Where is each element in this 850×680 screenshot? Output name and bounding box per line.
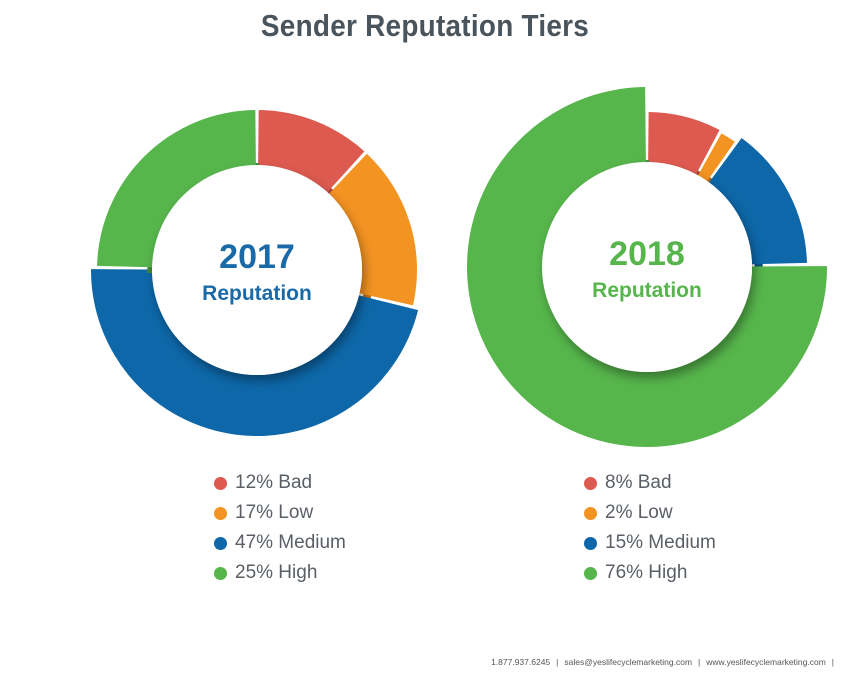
legend-dot-low — [584, 506, 597, 520]
center-year: 2018 — [609, 235, 685, 273]
donut-chart-2017: 2017 Reputation — [90, 110, 419, 436]
legend-label: 15% Medium — [605, 532, 716, 553]
slice-low — [698, 133, 735, 182]
footer-contact: 1.877.937.6245 | sales@yeslifecyclemarketi… — [491, 657, 840, 667]
footer-website[interactable]: www.yeslifecyclemarketing.com — [706, 657, 826, 667]
legend-label: 12% Bad — [235, 472, 313, 493]
legend-dot-medium — [214, 536, 227, 550]
footer-separator: | — [556, 657, 559, 667]
center-label: Reputation — [202, 282, 312, 305]
legend-dot-high — [584, 566, 597, 580]
center-label: Reputation — [592, 279, 702, 302]
legend-2018: 8% Bad 2% Low 15% Medium 76% High — [584, 468, 716, 588]
legend-dot-medium — [584, 536, 597, 550]
legend-label: 25% High — [235, 562, 318, 583]
center-year: 2017 — [219, 238, 295, 276]
legend-label: 2% Low — [605, 502, 673, 523]
slice-bad — [258, 110, 365, 193]
legend-label: 8% Bad — [605, 472, 672, 493]
legend-item-medium: 15% Medium — [584, 528, 716, 558]
legend-item-high: 25% High — [214, 558, 346, 588]
donut-center — [152, 165, 362, 375]
slice-medium — [709, 137, 807, 265]
chart-title: Sender Reputation Tiers — [260, 8, 590, 43]
donut-chart-2018: 2018 Reputation — [467, 87, 827, 447]
footer-separator: | — [831, 657, 834, 667]
footer-separator: | — [698, 657, 701, 667]
legend-item-medium: 47% Medium — [214, 528, 346, 558]
slice-medium — [90, 269, 419, 436]
legend-item-bad: 12% Bad — [214, 468, 346, 498]
slice-low — [329, 153, 418, 306]
legend-dot-low — [214, 506, 227, 520]
legend-label: 47% Medium — [235, 532, 346, 553]
donut-center — [542, 162, 752, 372]
legend-item-low: 17% Low — [214, 498, 346, 528]
legend-item-low: 2% Low — [584, 498, 716, 528]
footer-phone: 1.877.937.6245 — [491, 657, 551, 667]
legend-dot-bad — [214, 476, 227, 490]
legend-label: 17% Low — [235, 502, 314, 523]
legend-2017: 12% Bad 17% Low 47% Medium 25% High — [214, 468, 346, 588]
legend-dot-high — [214, 566, 227, 580]
legend-dot-bad — [584, 476, 597, 490]
slice-high — [97, 110, 256, 268]
legend-item-high: 76% High — [584, 558, 716, 588]
slice-bad — [648, 112, 720, 175]
footer-email[interactable]: sales@yeslifecyclemarketing.com — [564, 657, 693, 667]
legend-item-bad: 8% Bad — [584, 468, 716, 498]
legend-label: 76% High — [605, 562, 688, 583]
slice-high — [467, 87, 827, 447]
